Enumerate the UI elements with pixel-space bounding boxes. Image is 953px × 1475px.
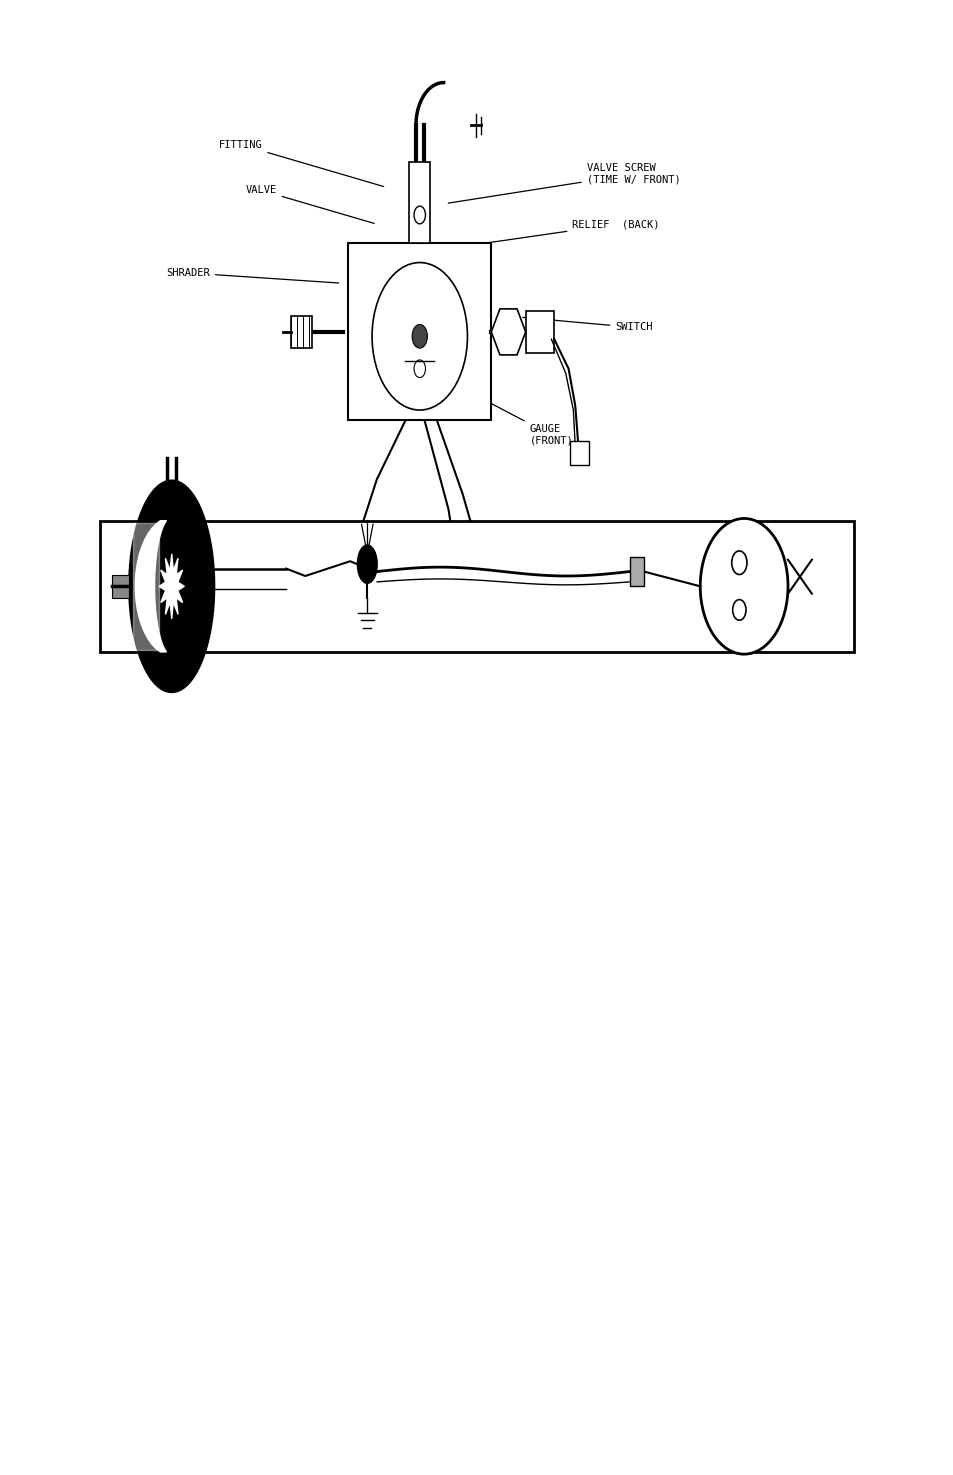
Text: RELIEF  (BACK): RELIEF (BACK) bbox=[456, 220, 659, 248]
Bar bbox=[629, 556, 643, 586]
Polygon shape bbox=[357, 546, 376, 583]
Bar bbox=[100, 521, 853, 652]
Polygon shape bbox=[129, 481, 214, 692]
Text: VALVE: VALVE bbox=[245, 186, 374, 223]
Polygon shape bbox=[135, 521, 166, 652]
Bar bbox=[484, 591, 501, 609]
Polygon shape bbox=[132, 522, 158, 650]
Circle shape bbox=[700, 518, 787, 655]
Bar bbox=[348, 243, 491, 420]
Polygon shape bbox=[491, 308, 525, 355]
Circle shape bbox=[372, 263, 467, 410]
Bar bbox=[112, 574, 129, 599]
Text: SHRADER: SHRADER bbox=[166, 268, 338, 283]
Text: SWITCH: SWITCH bbox=[522, 317, 652, 332]
Bar bbox=[569, 441, 588, 465]
Polygon shape bbox=[159, 553, 184, 618]
Bar bbox=[525, 311, 554, 353]
Bar bbox=[409, 162, 430, 243]
Bar bbox=[291, 316, 312, 348]
Text: FITTING: FITTING bbox=[218, 140, 383, 186]
Text: GAUGE
(FRONT): GAUGE (FRONT) bbox=[456, 385, 573, 445]
Circle shape bbox=[412, 324, 427, 348]
Text: VALVE SCREW
(TIME W/ FRONT): VALVE SCREW (TIME W/ FRONT) bbox=[448, 164, 679, 204]
